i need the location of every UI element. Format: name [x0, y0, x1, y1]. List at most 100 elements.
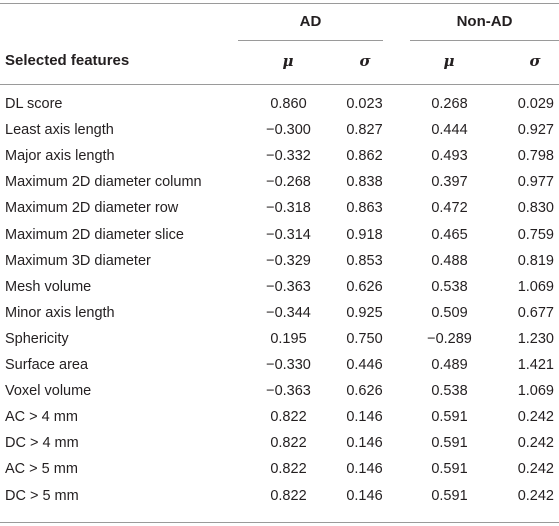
cell-ad-mu: −0.344	[266, 304, 311, 321]
cell-non-ad-mu: −0.289	[427, 330, 472, 347]
cell-non-ad-sigma: 0.819	[517, 252, 554, 269]
column-header-ad-sigma: σ	[359, 52, 371, 70]
cell-ad-mu: −0.332	[266, 148, 311, 165]
table-row: AC > 4 mm 0.822 0.146 0.591 0.242	[0, 404, 559, 430]
cell-ad-mu: −0.268	[266, 174, 311, 191]
cell-feature: Maximum 2D diameter column	[5, 174, 202, 191]
cell-ad-sigma: 0.838	[346, 174, 383, 191]
cell-non-ad-mu: 0.488	[431, 252, 468, 269]
column-header-non-ad-sigma: σ	[529, 52, 541, 70]
header-rule	[0, 84, 559, 85]
cell-ad-sigma: 0.146	[346, 461, 383, 478]
cell-ad-mu: 0.822	[270, 435, 307, 452]
cell-non-ad-mu: 0.591	[431, 435, 468, 452]
cell-non-ad-sigma: 0.977	[517, 174, 554, 191]
cell-ad-sigma: 0.626	[346, 278, 383, 295]
cell-feature: Maximum 2D diameter row	[5, 200, 179, 217]
cell-ad-sigma: 0.853	[346, 252, 383, 269]
cell-ad-sigma: 0.827	[346, 122, 383, 139]
cell-ad-mu: 0.822	[270, 409, 307, 426]
cell-feature: Minor axis length	[5, 304, 115, 321]
cell-non-ad-sigma: 0.242	[517, 461, 554, 478]
cell-feature: DL score	[5, 96, 63, 112]
cell-ad-sigma: 0.146	[346, 487, 383, 504]
group-header-non-ad: Non-AD	[456, 13, 513, 30]
column-header-non-ad-mu: μ	[443, 52, 455, 70]
table-row: DC > 4 mm 0.822 0.146 0.591 0.242	[0, 430, 559, 456]
cell-non-ad-mu: 0.493	[431, 148, 468, 165]
cell-ad-mu: 0.860	[270, 96, 307, 112]
table-row: Mesh volume −0.363 0.626 0.538 1.069	[0, 274, 559, 300]
table-row: Sphericity 0.195 0.750 −0.289 1.230	[0, 326, 559, 352]
cell-non-ad-mu: 0.397	[431, 174, 468, 191]
cell-non-ad-mu: 0.538	[431, 383, 468, 400]
group-rule-ad	[238, 40, 383, 41]
cell-non-ad-mu: 0.591	[431, 409, 468, 426]
cell-non-ad-mu: 0.591	[431, 487, 468, 504]
cell-non-ad-sigma: 0.677	[517, 304, 554, 321]
cell-ad-sigma: 0.626	[346, 383, 383, 400]
cell-feature: Maximum 3D diameter	[5, 252, 151, 269]
table-row: Maximum 3D diameter −0.329 0.853 0.488 0.819	[0, 248, 559, 274]
cell-feature: AC > 4 mm	[5, 409, 78, 426]
cell-non-ad-sigma: 0.242	[517, 487, 554, 504]
cell-ad-mu: −0.363	[266, 278, 311, 295]
table-row: DC > 5 mm 0.822 0.146 0.591 0.242	[0, 483, 559, 509]
cell-feature: Surface area	[5, 357, 89, 373]
column-header-ad-mu: μ	[282, 52, 294, 70]
table-row: Major axis length −0.332 0.862 0.493 0.798	[0, 143, 559, 169]
cell-ad-sigma: 0.863	[346, 200, 383, 217]
cell-non-ad-sigma: 0.759	[517, 226, 554, 243]
table-row: Maximum 2D diameter row −0.318 0.863 0.472 0…	[0, 195, 559, 221]
cell-non-ad-mu: 0.591	[431, 461, 468, 478]
cell-feature: Maximum 2D diameter slice	[5, 226, 184, 243]
cell-ad-mu: 0.195	[270, 330, 307, 347]
cell-ad-mu: −0.329	[266, 252, 311, 269]
cell-non-ad-sigma: 0.242	[517, 435, 554, 452]
table-row: Maximum 2D diameter column −0.268 0.838 0.3…	[0, 169, 559, 195]
cell-feature: Sphericity	[5, 330, 69, 347]
cell-ad-mu: −0.314	[266, 226, 311, 243]
cell-non-ad-sigma: 1.230	[517, 330, 554, 347]
cell-non-ad-sigma: 0.830	[517, 200, 554, 217]
cell-ad-sigma: 0.023	[346, 96, 383, 112]
table-row: Maximum 2D diameter slice −0.314 0.918 0.46…	[0, 222, 559, 248]
cell-ad-sigma: 0.925	[346, 304, 383, 321]
table-row: Least axis length −0.300 0.827 0.444 0.927	[0, 117, 559, 143]
cell-ad-mu: −0.300	[266, 122, 311, 139]
cell-ad-mu: −0.330	[266, 357, 311, 373]
cell-feature: Least axis length	[5, 122, 114, 139]
cell-non-ad-mu: 0.489	[431, 357, 468, 373]
cell-ad-sigma: 0.918	[346, 226, 383, 243]
cell-feature: Major axis length	[5, 148, 115, 165]
cell-non-ad-mu: 0.465	[431, 226, 468, 243]
cell-non-ad-sigma: 1.069	[517, 383, 554, 400]
cell-ad-mu: 0.822	[270, 487, 307, 504]
cell-ad-mu: −0.363	[266, 383, 311, 400]
cell-ad-mu: 0.822	[270, 461, 307, 478]
table-row: AC > 5 mm 0.822 0.146 0.591 0.242	[0, 456, 559, 482]
cell-feature: DC > 5 mm	[5, 487, 79, 504]
cell-ad-mu: −0.318	[266, 200, 311, 217]
group-header-ad: AD	[299, 13, 322, 30]
group-rule-non-ad	[410, 40, 559, 41]
table-row: Surface area −0.330 0.446 0.489 1.421	[0, 352, 559, 378]
cell-ad-sigma: 0.862	[346, 148, 383, 165]
cell-feature: DC > 4 mm	[5, 435, 79, 452]
cell-non-ad-mu: 0.268	[431, 96, 468, 112]
cell-feature: AC > 5 mm	[5, 461, 78, 478]
cell-ad-sigma: 0.146	[346, 435, 383, 452]
cell-feature: Voxel volume	[5, 383, 92, 400]
table-top-rule	[0, 3, 559, 4]
cell-non-ad-sigma: 0.029	[517, 96, 554, 112]
table-row: Voxel volume −0.363 0.626 0.538 1.069	[0, 378, 559, 404]
table-bottom-rule	[0, 522, 559, 523]
cell-non-ad-sigma: 0.798	[517, 148, 554, 165]
cell-non-ad-sigma: 0.242	[517, 409, 554, 426]
cell-ad-sigma: 0.146	[346, 409, 383, 426]
cell-non-ad-mu: 0.509	[431, 304, 468, 321]
cell-non-ad-sigma: 1.421	[517, 357, 554, 373]
table-row: DL score 0.860 0.023 0.268 0.029	[0, 91, 559, 117]
cell-non-ad-mu: 0.538	[431, 278, 468, 295]
